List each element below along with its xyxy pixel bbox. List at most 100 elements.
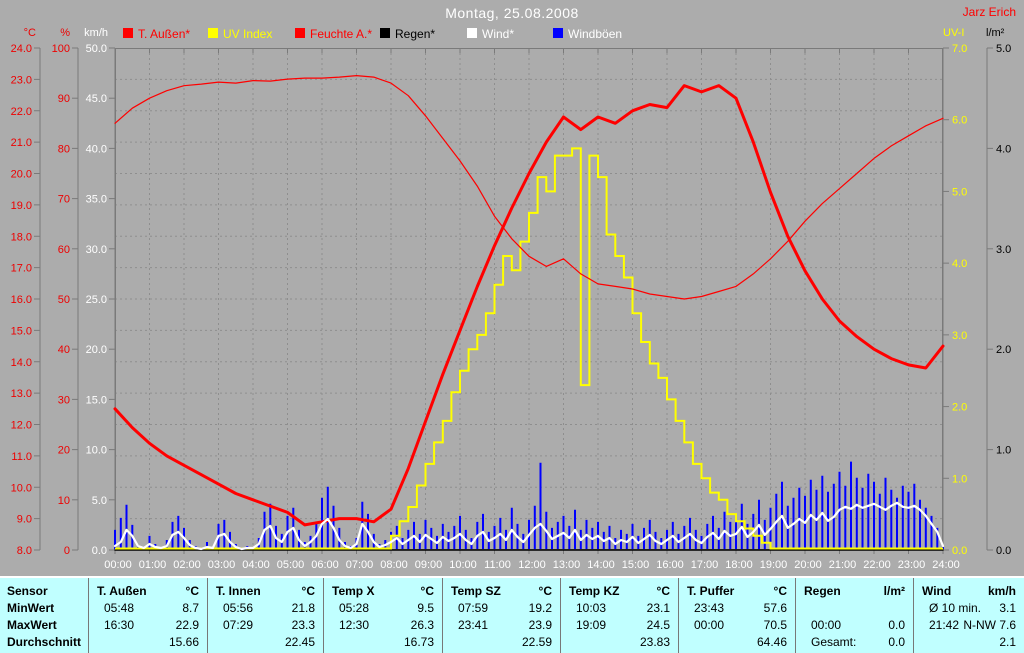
x-tick-label: 12:00 bbox=[518, 559, 546, 571]
y-tick-label: 0.0 bbox=[92, 545, 107, 557]
cell-value: 24.5 bbox=[646, 618, 670, 632]
cell-time: 07:29 bbox=[223, 618, 254, 632]
col-unit: km/h bbox=[987, 584, 1016, 598]
y-tick-label: 25.0 bbox=[86, 294, 107, 306]
x-tick-label: 05:00 bbox=[277, 559, 305, 571]
col-header: Temp SZ bbox=[451, 584, 501, 598]
legend-label: UV Index bbox=[223, 27, 273, 41]
legend-swatch-icon bbox=[123, 28, 133, 38]
cell-time: 05:56 bbox=[223, 601, 254, 615]
col-unit: °C bbox=[773, 584, 787, 598]
unit-label-celsius: °C bbox=[23, 27, 36, 39]
table-separator bbox=[207, 578, 208, 653]
cell-value: 21.8 bbox=[291, 601, 315, 615]
cell-value: 0.0 bbox=[888, 618, 905, 632]
x-tick-label: 18:00 bbox=[725, 559, 753, 571]
y-tick-label: 3.0 bbox=[952, 330, 967, 342]
x-tick-label: 17:00 bbox=[691, 559, 719, 571]
y-tick-label: 6.0 bbox=[952, 115, 967, 127]
legend: T. Außen* UV Index Feuchte A.* Regen* Wind* W… bbox=[0, 0, 1024, 44]
y-tick-label: 16.0 bbox=[11, 294, 32, 306]
x-tick-label: 09:00 bbox=[415, 559, 443, 571]
x-tick-label: 22:00 bbox=[863, 559, 891, 571]
cell-value: 8.7 bbox=[182, 601, 199, 615]
table-separator bbox=[795, 578, 796, 653]
cell-time: 23:43 bbox=[694, 601, 725, 615]
x-tick-label: 21:00 bbox=[829, 559, 857, 571]
y-tick-label: 20.0 bbox=[11, 169, 32, 181]
y-tick-label: 14.0 bbox=[11, 357, 32, 369]
y-tick-label: 15.0 bbox=[86, 394, 107, 406]
chart-canvas: 24.0 23.0 22.0 21.0 20.0 19.0 18.0 17.0 16.0 15.0… bbox=[11, 43, 1012, 571]
cell-time: 07:59 bbox=[458, 601, 489, 615]
unit-label-kmh: km/h bbox=[84, 27, 108, 39]
cell-time: 00:00 bbox=[811, 618, 842, 632]
y-tick-label: 24.0 bbox=[11, 43, 32, 55]
y-tick-label: 12.0 bbox=[11, 420, 32, 432]
y-tick-label: 50 bbox=[58, 294, 70, 306]
x-tick-label: 14:00 bbox=[587, 559, 615, 571]
y-tick-label: 1.0 bbox=[996, 445, 1011, 457]
gridlines bbox=[115, 48, 943, 550]
y-tick-label: 9.0 bbox=[17, 514, 32, 526]
y-tick-label: 19.0 bbox=[11, 200, 32, 212]
cell-value: 23.1 bbox=[646, 601, 670, 615]
x-tick-label: 00:00 bbox=[104, 559, 132, 571]
cell-time: 00:00 bbox=[694, 618, 725, 632]
table-separator bbox=[913, 578, 914, 653]
legend-swatch-icon bbox=[380, 28, 390, 38]
cell-time: 19:09 bbox=[576, 618, 607, 632]
table-separator bbox=[442, 578, 443, 653]
legend-label: Regen* bbox=[395, 27, 436, 41]
y-tick-label: 2.0 bbox=[996, 344, 1011, 356]
table-separator bbox=[88, 578, 89, 653]
cell-value: 23.9 bbox=[528, 618, 552, 632]
cell-value: 70.5 bbox=[763, 618, 787, 632]
cell-value: 57.6 bbox=[763, 601, 787, 615]
cell-time: 05:28 bbox=[339, 601, 370, 615]
y-axis-0: 24.0 23.0 22.0 21.0 20.0 19.0 18.0 17.0 16.0 15.0… bbox=[11, 43, 41, 557]
x-tick-label: 20:00 bbox=[794, 559, 822, 571]
y-tick-label: 0.0 bbox=[996, 545, 1011, 557]
x-tick-label: 11:00 bbox=[484, 559, 511, 571]
col-header: Temp X bbox=[332, 584, 375, 598]
col-header: Temp KZ bbox=[569, 584, 620, 598]
cell-value: 16.73 bbox=[403, 635, 434, 649]
cell-value: 9.5 bbox=[417, 601, 434, 615]
y-tick-label: 23.0 bbox=[11, 74, 32, 86]
y-axis-right-0: 7.0 6.0 5.0 4.0 3.0 2.0 1.0 0.0 bbox=[942, 43, 967, 557]
y-tick-label: 10 bbox=[58, 495, 70, 507]
y-tick-label: 80 bbox=[58, 143, 70, 155]
y-tick-label: 4.0 bbox=[996, 143, 1011, 155]
x-tick-label: 04:00 bbox=[242, 559, 270, 571]
x-tick-label: 06:00 bbox=[311, 559, 339, 571]
table-separator bbox=[323, 578, 324, 653]
series-t-au-en bbox=[113, 84, 945, 527]
y-tick-label: 10.0 bbox=[11, 482, 32, 494]
cell-time: Gesamt: bbox=[811, 635, 857, 649]
cell-value: 22.45 bbox=[284, 635, 315, 649]
cell-value: 3.1 bbox=[999, 601, 1016, 615]
col-header: Regen bbox=[804, 584, 841, 598]
y-tick-label: 0 bbox=[64, 545, 70, 557]
y-tick-label: 30.0 bbox=[86, 244, 107, 256]
col-unit: l/m² bbox=[883, 584, 905, 598]
y-tick-label: 1.0 bbox=[952, 473, 967, 485]
y-tick-label: 5.0 bbox=[92, 495, 107, 507]
y-tick-label: 20 bbox=[58, 445, 70, 457]
unit-label-percent: % bbox=[60, 27, 70, 39]
row-label: MaxWert bbox=[7, 618, 57, 632]
y-tick-label: 4.0 bbox=[952, 258, 967, 270]
x-tick-label: 24:00 bbox=[932, 559, 960, 571]
col-unit: °C bbox=[538, 584, 552, 598]
y-tick-label: 60 bbox=[58, 244, 70, 256]
y-tick-label: 21.0 bbox=[11, 137, 32, 149]
y-tick-label: 40.0 bbox=[86, 143, 107, 155]
cell-time: 10:03 bbox=[576, 601, 607, 615]
unit-label-lm2: l/m² bbox=[986, 27, 1005, 39]
y-tick-label: 0.0 bbox=[952, 545, 967, 557]
x-axis-labels: 00:00 01:00 02:00 03:00 04:00 05:00 06:00 07:00… bbox=[104, 559, 960, 571]
legend-label: Wind* bbox=[482, 27, 515, 41]
row-label: Sensor bbox=[7, 584, 48, 598]
